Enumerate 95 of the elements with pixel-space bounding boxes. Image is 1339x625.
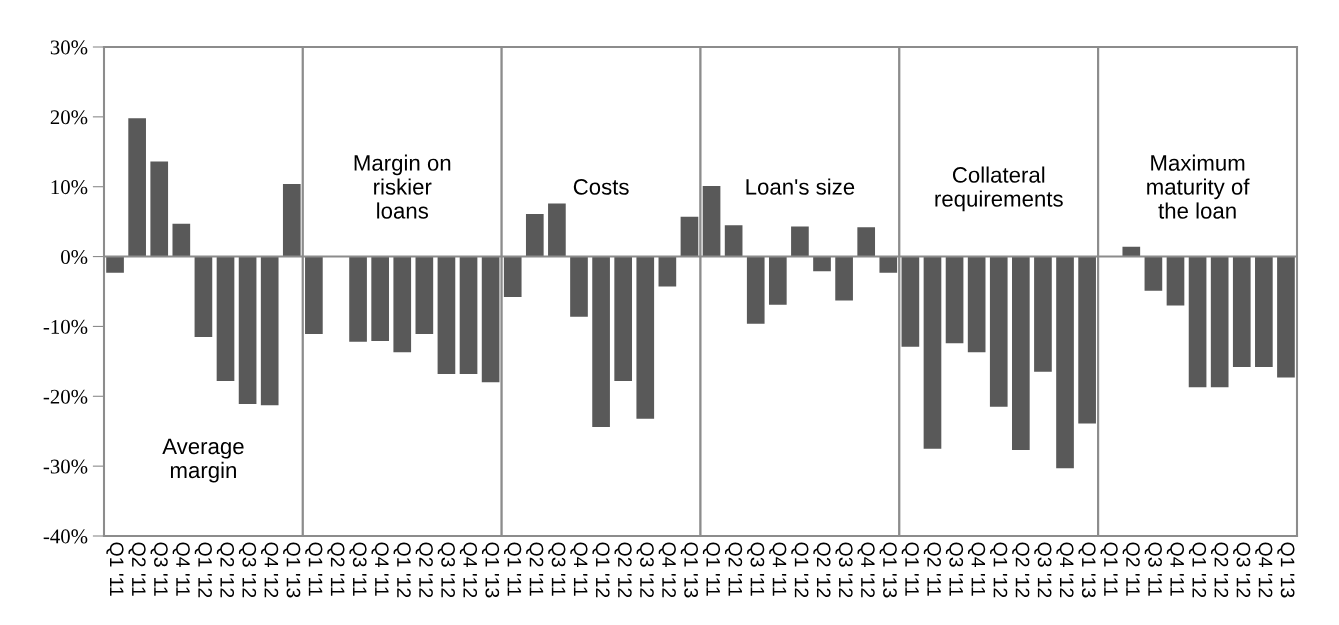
bar xyxy=(768,256,787,305)
x-tick-label: Q4 '12 xyxy=(459,542,478,598)
x-tick-label: Q2 '11 xyxy=(526,542,544,596)
x-tick-label: Q1 '11 xyxy=(106,542,124,596)
x-tick-label: Q3 '11 xyxy=(945,542,964,596)
annotation: Collateral requirements xyxy=(935,166,1063,212)
x-tick-label: Q1 '12 xyxy=(393,542,411,598)
y-tick-label: 30% xyxy=(50,40,88,55)
bar xyxy=(857,227,876,257)
bar xyxy=(570,256,588,317)
bar xyxy=(128,118,146,257)
annotation: Margin on riskier loans xyxy=(354,154,451,219)
x-tick-label: Q2 '11 xyxy=(923,542,942,596)
x-tick-label: Q4 '12 xyxy=(1056,542,1074,598)
annotation: Costs xyxy=(573,179,629,195)
bar xyxy=(658,256,677,287)
x-tick-label: Q2 '11 xyxy=(724,542,743,596)
y-tick-label: -40% xyxy=(43,529,88,544)
x-tick-label: Q2 '12 xyxy=(1012,542,1030,598)
x-tick-label: Q2 '12 xyxy=(614,542,632,598)
x-tick-label: Q3 '11 xyxy=(150,542,168,596)
x-tick-label: Q1 '12 xyxy=(1188,542,1207,598)
x-tick-label: Q1 '13 xyxy=(481,542,500,598)
y-tick-label: -10% xyxy=(43,319,88,334)
x-tick-label: Q2 '12 xyxy=(1210,542,1229,598)
x-tick-label: Q3 '12 xyxy=(1034,542,1052,598)
bar xyxy=(835,256,853,301)
bar xyxy=(636,256,655,419)
x-tick-label: Q1 '12 xyxy=(194,542,212,598)
bar xyxy=(194,256,213,337)
bar xyxy=(746,256,765,324)
x-tick-label: Q3 '11 xyxy=(349,542,367,596)
bar xyxy=(791,226,809,257)
y-tick-label: -30% xyxy=(43,459,88,474)
x-tick-label: Q1 '12 xyxy=(592,542,610,598)
bar xyxy=(813,256,831,272)
x-tick-label: Q4 '12 xyxy=(857,542,875,598)
x-tick-label: Q1 '12 xyxy=(791,542,809,598)
x-tick-label: Q2 '12 xyxy=(216,542,235,598)
x-tick-label: Q1 '11 xyxy=(702,542,721,596)
bar xyxy=(282,183,301,257)
x-tick-label: Q4 '12 xyxy=(1255,542,1273,598)
bar xyxy=(216,256,235,381)
x-tick-label: Q3 '12 xyxy=(437,542,455,598)
x-tick-label: Q4 '11 xyxy=(769,542,787,596)
y-tick-label: 0% xyxy=(61,249,88,265)
x-tick-label: Q1 '11 xyxy=(305,542,323,596)
x-tick-label: Q1 '13 xyxy=(879,542,897,598)
x-tick-label: Q1 '13 xyxy=(1277,542,1295,598)
x-tick-label: Q2 '11 xyxy=(128,542,146,596)
x-tick-label: Q2 '11 xyxy=(327,542,345,596)
bar xyxy=(150,161,169,257)
x-tick-label: Q3 '11 xyxy=(548,542,566,596)
y-tick-label: -20% xyxy=(43,389,88,404)
x-tick-label: Q4 '11 xyxy=(172,542,190,596)
bar xyxy=(614,256,633,381)
bar xyxy=(592,256,610,428)
y-tick-label: 10% xyxy=(51,180,88,195)
bar xyxy=(525,213,544,257)
x-tick-label: Q2 '11 xyxy=(1122,542,1140,596)
bar xyxy=(680,216,699,257)
x-tick-label: Q3 '12 xyxy=(835,542,853,598)
bar xyxy=(106,256,124,273)
x-tick-label: Q1 '13 xyxy=(1078,542,1096,598)
x-tick-label: Q2 '12 xyxy=(415,542,433,598)
bar xyxy=(548,203,566,257)
x-tick-label: Q2 '12 xyxy=(813,542,831,598)
x-tick-label: Q1 '11 xyxy=(1100,542,1118,596)
x-tick-label: Q3 '11 xyxy=(1144,542,1162,596)
x-tick-label: Q1 '12 xyxy=(990,542,1008,598)
x-tick-label: Q4 '11 xyxy=(1166,542,1185,596)
annotation: Maximum maturity of the loan xyxy=(1147,154,1250,219)
bar xyxy=(260,256,279,406)
x-tick-label: Q1 '11 xyxy=(504,542,522,596)
x-tick-label: Q4 '11 xyxy=(570,542,588,596)
x-tick-label: Q3 '12 xyxy=(238,542,257,598)
x-tick-label: Q3 '12 xyxy=(1233,542,1251,598)
annotation: Loan's size xyxy=(746,178,855,195)
bar xyxy=(724,225,743,257)
bar xyxy=(503,256,522,298)
x-tick-label: Q4 '12 xyxy=(260,542,279,598)
bar xyxy=(172,223,191,257)
bar xyxy=(702,186,721,257)
x-tick-label: Q4 '12 xyxy=(658,542,676,598)
bar xyxy=(879,256,898,273)
annotation: Average margin xyxy=(162,438,244,483)
y-tick-label: 20% xyxy=(50,110,88,125)
x-tick-label: Q4 '11 xyxy=(967,542,986,596)
x-tick-label: Q1 '13 xyxy=(283,542,301,598)
x-tick-label: Q3 '12 xyxy=(636,542,654,598)
x-tick-label: Q1 '13 xyxy=(680,542,698,598)
x-tick-label: Q3 '11 xyxy=(747,542,765,596)
x-tick-label: Q4 '11 xyxy=(371,542,389,596)
bar xyxy=(238,256,257,404)
x-tick-label: Q1 '11 xyxy=(901,542,919,596)
